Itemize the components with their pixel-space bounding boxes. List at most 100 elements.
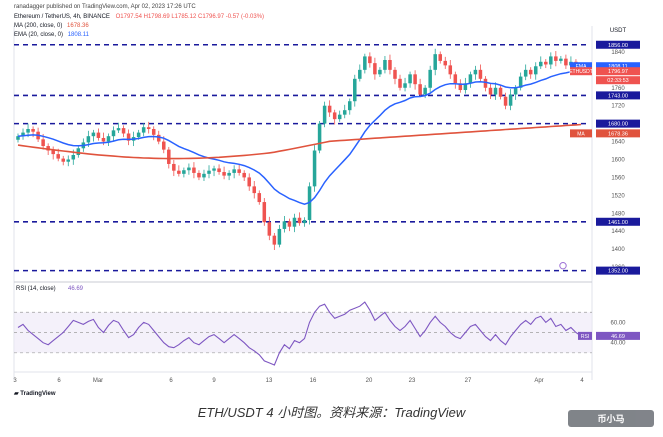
candle-body	[257, 193, 262, 203]
candle-body	[56, 154, 60, 159]
time-tick-label: 23	[409, 378, 416, 384]
level-tag: 1743.00	[608, 93, 628, 99]
candle-body	[539, 61, 543, 67]
candle-body	[111, 130, 116, 137]
candle-body	[207, 170, 211, 174]
candle-body	[21, 132, 25, 137]
candle-body	[61, 158, 65, 162]
ema-price-tag-bg	[596, 62, 640, 71]
time-tick-label: Apr	[534, 378, 543, 384]
time-tick-label: 9	[212, 378, 216, 384]
candle-body	[317, 123, 322, 151]
candle-body	[101, 137, 106, 142]
time-tick-label: 13	[266, 378, 273, 384]
candle-body	[237, 169, 241, 173]
ohlc-values: O1797.54 H1798.69 L1785.12 C1796.97 -0.5…	[115, 14, 265, 20]
level-tag-bg	[596, 217, 640, 226]
candle-body	[297, 217, 302, 224]
ma-label: MA (200, close, 0)	[14, 23, 63, 29]
candle-body	[121, 128, 126, 134]
candle-body	[151, 129, 156, 135]
candle-body	[373, 63, 377, 75]
candle-body	[156, 134, 161, 142]
rsi-value-bg	[596, 331, 640, 340]
candle-body	[378, 69, 382, 75]
candle-body	[327, 105, 332, 113]
rsi-prefix-bg	[578, 331, 592, 340]
candle-body	[463, 83, 468, 91]
price-tick-label: 1760	[611, 86, 625, 92]
candle-body	[443, 60, 448, 66]
time-tick-label: 6	[57, 378, 61, 384]
candle-body	[16, 136, 20, 140]
candle-body	[393, 69, 397, 79]
candle-body	[408, 74, 412, 84]
candle-body	[277, 228, 282, 245]
ma-legend: MA (200, close, 0) 1678.36	[14, 23, 89, 29]
candle-body	[86, 136, 91, 143]
candle-body	[518, 76, 523, 88]
last-price-tag-bg	[596, 67, 640, 76]
candle-body	[172, 163, 176, 171]
time-tick-label: 3	[13, 378, 17, 384]
level-tag-bg	[596, 119, 640, 128]
ema-legend: EMA (20, close, 0) 1808.11	[14, 32, 89, 38]
time-tick-label: 27	[465, 378, 472, 384]
level-tag: 1680.00	[608, 122, 628, 128]
candle-body	[31, 129, 35, 132]
price-tick-label: 1400	[611, 247, 625, 253]
candle-body	[167, 149, 171, 164]
price-tick-label: 1560	[611, 175, 625, 181]
price-tick-label: 1840	[611, 50, 625, 56]
candle-body	[162, 141, 166, 150]
tradingview-logo-text: TradingView	[20, 391, 56, 397]
candle-body	[91, 132, 96, 137]
time-tick-label: 6	[169, 378, 173, 384]
candle-body	[41, 139, 45, 147]
candle-body	[222, 172, 226, 176]
symbol-name: Ethereum / TetherUS, 4h, BINANCE	[14, 14, 110, 20]
candle-body	[468, 74, 473, 84]
candle-body	[438, 54, 442, 61]
candle-body	[136, 132, 141, 138]
candle-body	[503, 96, 508, 106]
candle-body	[508, 94, 513, 106]
candle-body	[478, 69, 483, 79]
rsi-title: RSI (14, close)	[16, 286, 56, 292]
time-tick-label: Mar	[93, 378, 103, 384]
candle-body	[106, 136, 111, 142]
candle-body	[177, 170, 181, 174]
candle-body	[403, 83, 407, 88]
rsi-tick-label: 40.00	[610, 341, 626, 347]
candle-body	[418, 84, 422, 95]
candle-body	[141, 127, 146, 133]
candle-body	[51, 150, 55, 155]
price-tick-label: 1520	[611, 193, 625, 199]
candle-body	[358, 69, 362, 79]
candle-body	[332, 112, 337, 120]
candle-body	[458, 83, 463, 91]
ma-price-tag: 1678.36	[608, 131, 628, 137]
candle-body	[282, 221, 287, 229]
candle-body	[66, 159, 71, 162]
price-tick-label: 1480	[611, 211, 625, 217]
countdown-tag: 02:33:53	[607, 78, 628, 84]
candle-body	[383, 59, 387, 70]
ma-price-tag-prefix-bg	[570, 129, 592, 138]
candle-body	[363, 56, 367, 70]
level-tag-bg	[596, 266, 640, 275]
candle-body	[453, 74, 458, 84]
rsi-line	[17, 301, 582, 366]
ma-price-tag-bg	[596, 129, 640, 138]
price-tick-label: 1720	[611, 104, 625, 110]
candle-body	[312, 150, 317, 187]
candle-body	[212, 168, 216, 171]
candle-body	[272, 235, 277, 245]
ema-price-tag-prefix-bg	[570, 62, 592, 71]
rsi-current-value: 46.69	[68, 286, 84, 292]
candle-body	[483, 78, 488, 88]
candle-body	[428, 69, 432, 88]
countdown-tag-bg	[596, 76, 640, 85]
price-tick-label: 1440	[611, 229, 625, 235]
